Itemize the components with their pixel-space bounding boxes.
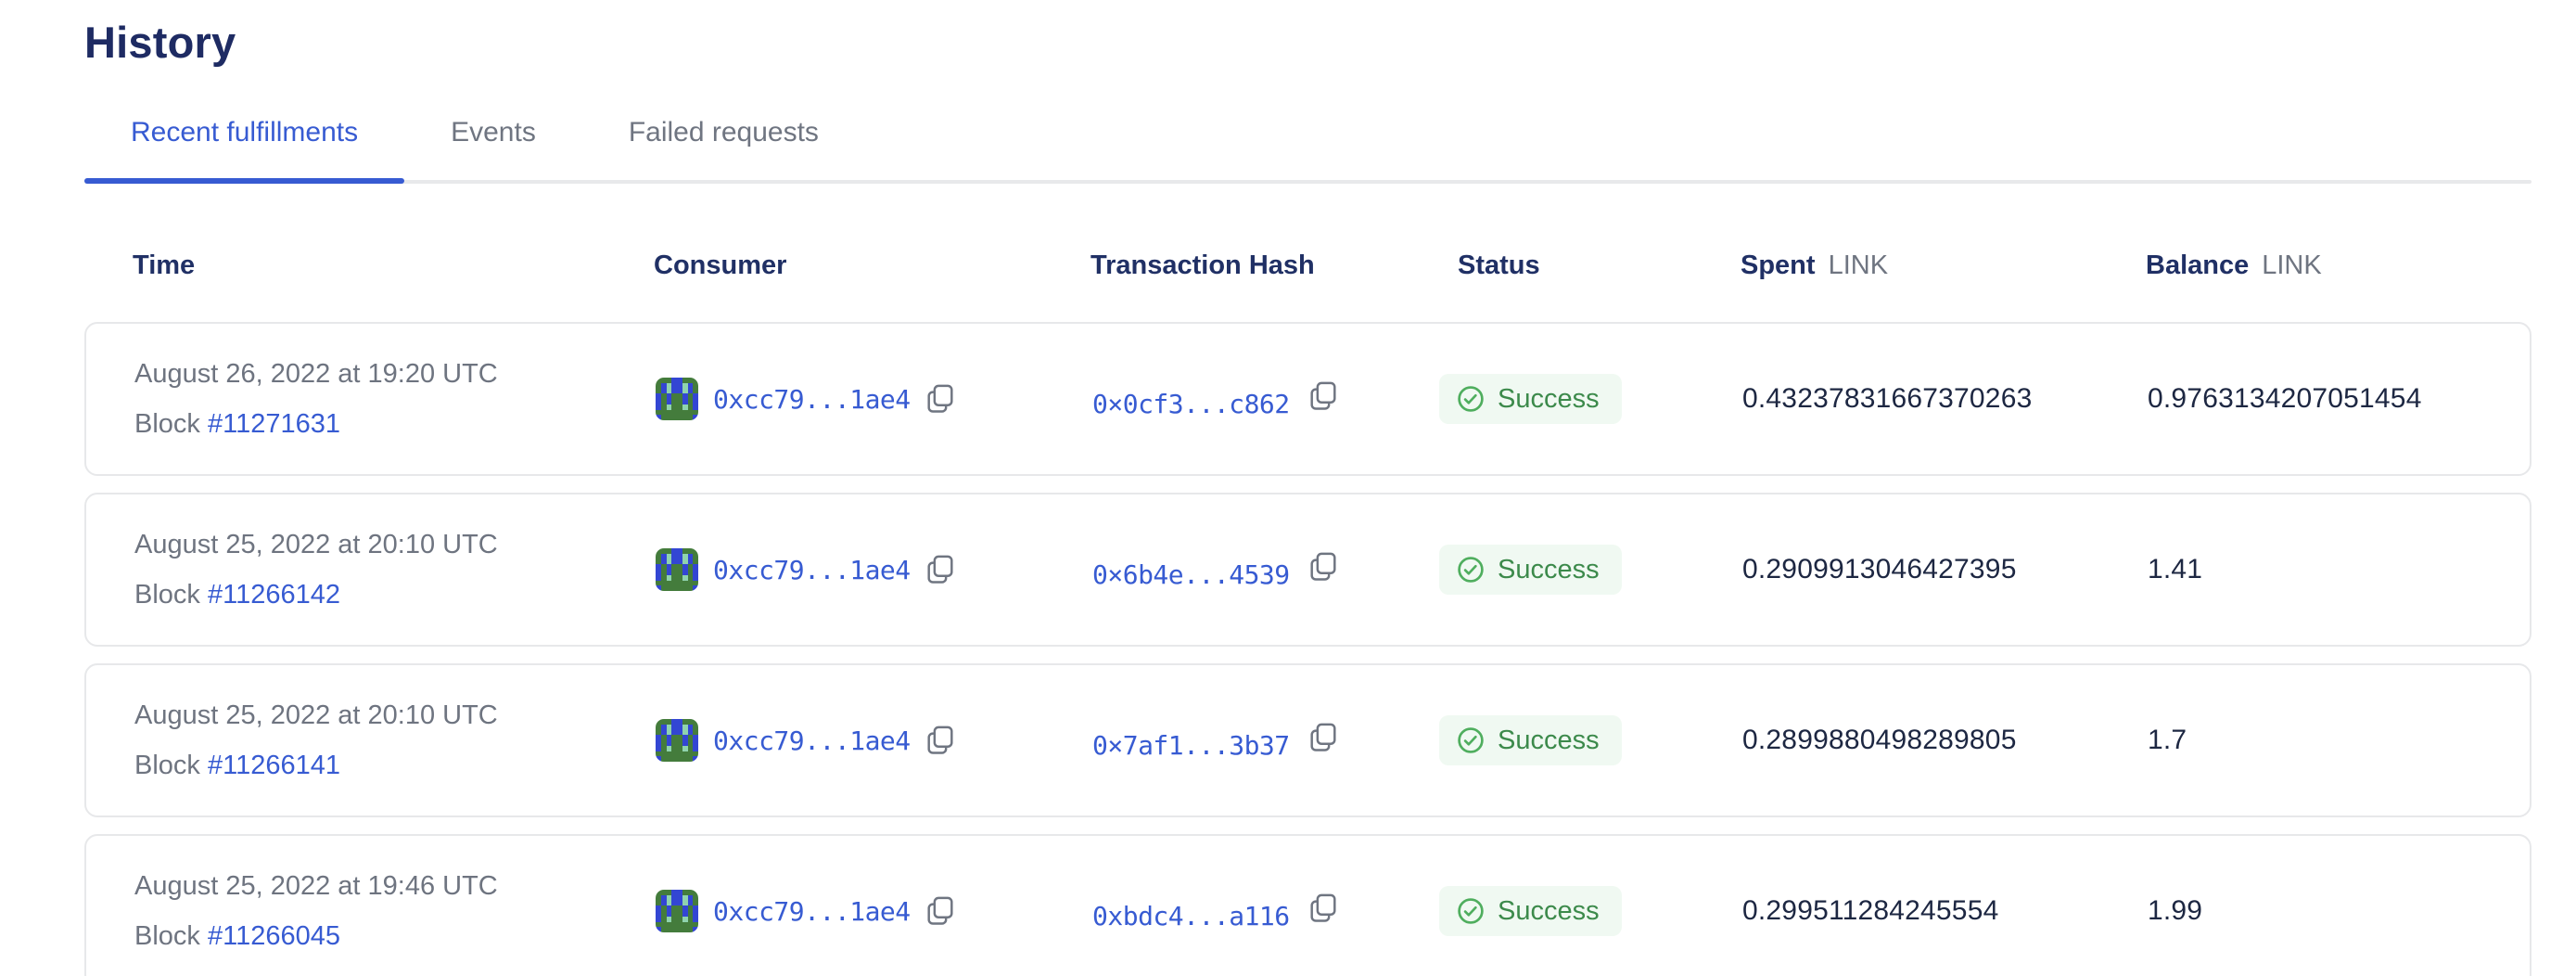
block-number-link[interactable]: #11266142: [207, 580, 340, 610]
status-badge: Success: [1439, 886, 1622, 936]
tab-failed-requests[interactable]: Failed requests: [628, 117, 819, 148]
status-text: Success: [1498, 383, 1600, 414]
table-row: August 25, 2022 at 20:10 UTC Block #1126…: [84, 663, 2531, 817]
copy-icon[interactable]: [1308, 721, 1338, 754]
spent-unit-label: LINK: [1828, 250, 1889, 280]
block-label: Block: [134, 409, 200, 439]
balance-value: 1.7: [2148, 725, 2187, 755]
row-timestamp: August 26, 2022 at 19:20 UTC: [134, 359, 498, 389]
status-text: Success: [1498, 725, 1600, 755]
column-header-transaction-hash: Transaction Hash: [1090, 250, 1315, 280]
table-row: August 25, 2022 at 19:46 UTC Block #1126…: [84, 834, 2531, 976]
consumer-identicon: [656, 719, 698, 762]
consumer-address-link[interactable]: 0xcc79...1ae4: [713, 554, 911, 585]
consumer-address-link[interactable]: 0xcc79...1ae4: [713, 895, 911, 927]
column-header-spent: Spent LINK: [1741, 250, 1889, 280]
balance-value: 1.41: [2148, 554, 2203, 584]
column-header-balance: Balance LINK: [2146, 250, 2322, 280]
balance-unit-label: LINK: [2262, 250, 2322, 280]
copy-icon[interactable]: [925, 382, 955, 416]
consumer-identicon: [656, 890, 698, 932]
status-text: Success: [1498, 895, 1600, 926]
spent-value: 0.2909913046427395: [1742, 554, 2017, 584]
column-header-consumer: Consumer: [654, 250, 787, 280]
status-badge: Success: [1439, 545, 1622, 595]
tx-hash-link[interactable]: 0×7af1...3b37: [1092, 729, 1290, 761]
column-header-time: Time: [133, 250, 196, 280]
copy-icon[interactable]: [1308, 379, 1338, 413]
block-number-link[interactable]: #11266141: [207, 751, 340, 780]
tx-hash-link[interactable]: 0×6b4e...4539: [1092, 559, 1290, 590]
consumer-address-link[interactable]: 0xcc79...1ae4: [713, 725, 911, 756]
copy-icon[interactable]: [1308, 550, 1338, 584]
balance-value: 0.9763134207051454: [2148, 383, 2422, 414]
history-tabs: Recent fulfillments Events Failed reques…: [84, 117, 2531, 184]
spent-value: 0.2899880498289805: [1742, 725, 2017, 755]
tab-events[interactable]: Events: [451, 117, 536, 148]
block-label: Block: [134, 580, 200, 610]
spent-value: 0.43237831667370263: [1742, 383, 2033, 414]
spent-value: 0.299511284245554: [1742, 895, 1999, 926]
balance-value: 1.99: [2148, 895, 2203, 926]
tab-recent-fulfillments[interactable]: Recent fulfillments: [84, 117, 405, 184]
consumer-identicon: [656, 548, 698, 591]
check-circle-icon: [1456, 384, 1486, 414]
table-header: Time Consumer Transaction Hash Status Sp…: [84, 250, 2531, 281]
status-badge: Success: [1439, 715, 1622, 765]
row-timestamp: August 25, 2022 at 20:10 UTC: [134, 530, 498, 559]
block-label: Block: [134, 751, 200, 780]
row-timestamp: August 25, 2022 at 19:46 UTC: [134, 871, 498, 901]
tx-hash-link[interactable]: 0×0cf3...c862: [1092, 388, 1290, 419]
copy-icon[interactable]: [925, 894, 955, 928]
status-text: Success: [1498, 554, 1600, 584]
table-row: August 25, 2022 at 20:10 UTC Block #1126…: [84, 493, 2531, 647]
block-number-link[interactable]: #11271631: [207, 409, 340, 439]
check-circle-icon: [1456, 896, 1486, 926]
block-number-link[interactable]: #11266045: [207, 921, 340, 951]
column-header-status: Status: [1458, 250, 1540, 280]
tx-hash-link[interactable]: 0xbdc4...a116: [1092, 900, 1290, 931]
consumer-address-link[interactable]: 0xcc79...1ae4: [713, 383, 911, 415]
check-circle-icon: [1456, 555, 1486, 584]
table-row: August 26, 2022 at 19:20 UTC Block #1127…: [84, 322, 2531, 476]
status-badge: Success: [1439, 374, 1622, 424]
consumer-identicon: [656, 378, 698, 420]
copy-icon[interactable]: [925, 724, 955, 757]
row-timestamp: August 25, 2022 at 20:10 UTC: [134, 700, 498, 730]
check-circle-icon: [1456, 726, 1486, 755]
copy-icon[interactable]: [925, 553, 955, 586]
fulfillment-rows: August 26, 2022 at 19:20 UTC Block #1127…: [84, 322, 2531, 976]
copy-icon[interactable]: [1308, 892, 1338, 925]
page-title: History: [84, 18, 236, 67]
block-label: Block: [134, 921, 200, 951]
